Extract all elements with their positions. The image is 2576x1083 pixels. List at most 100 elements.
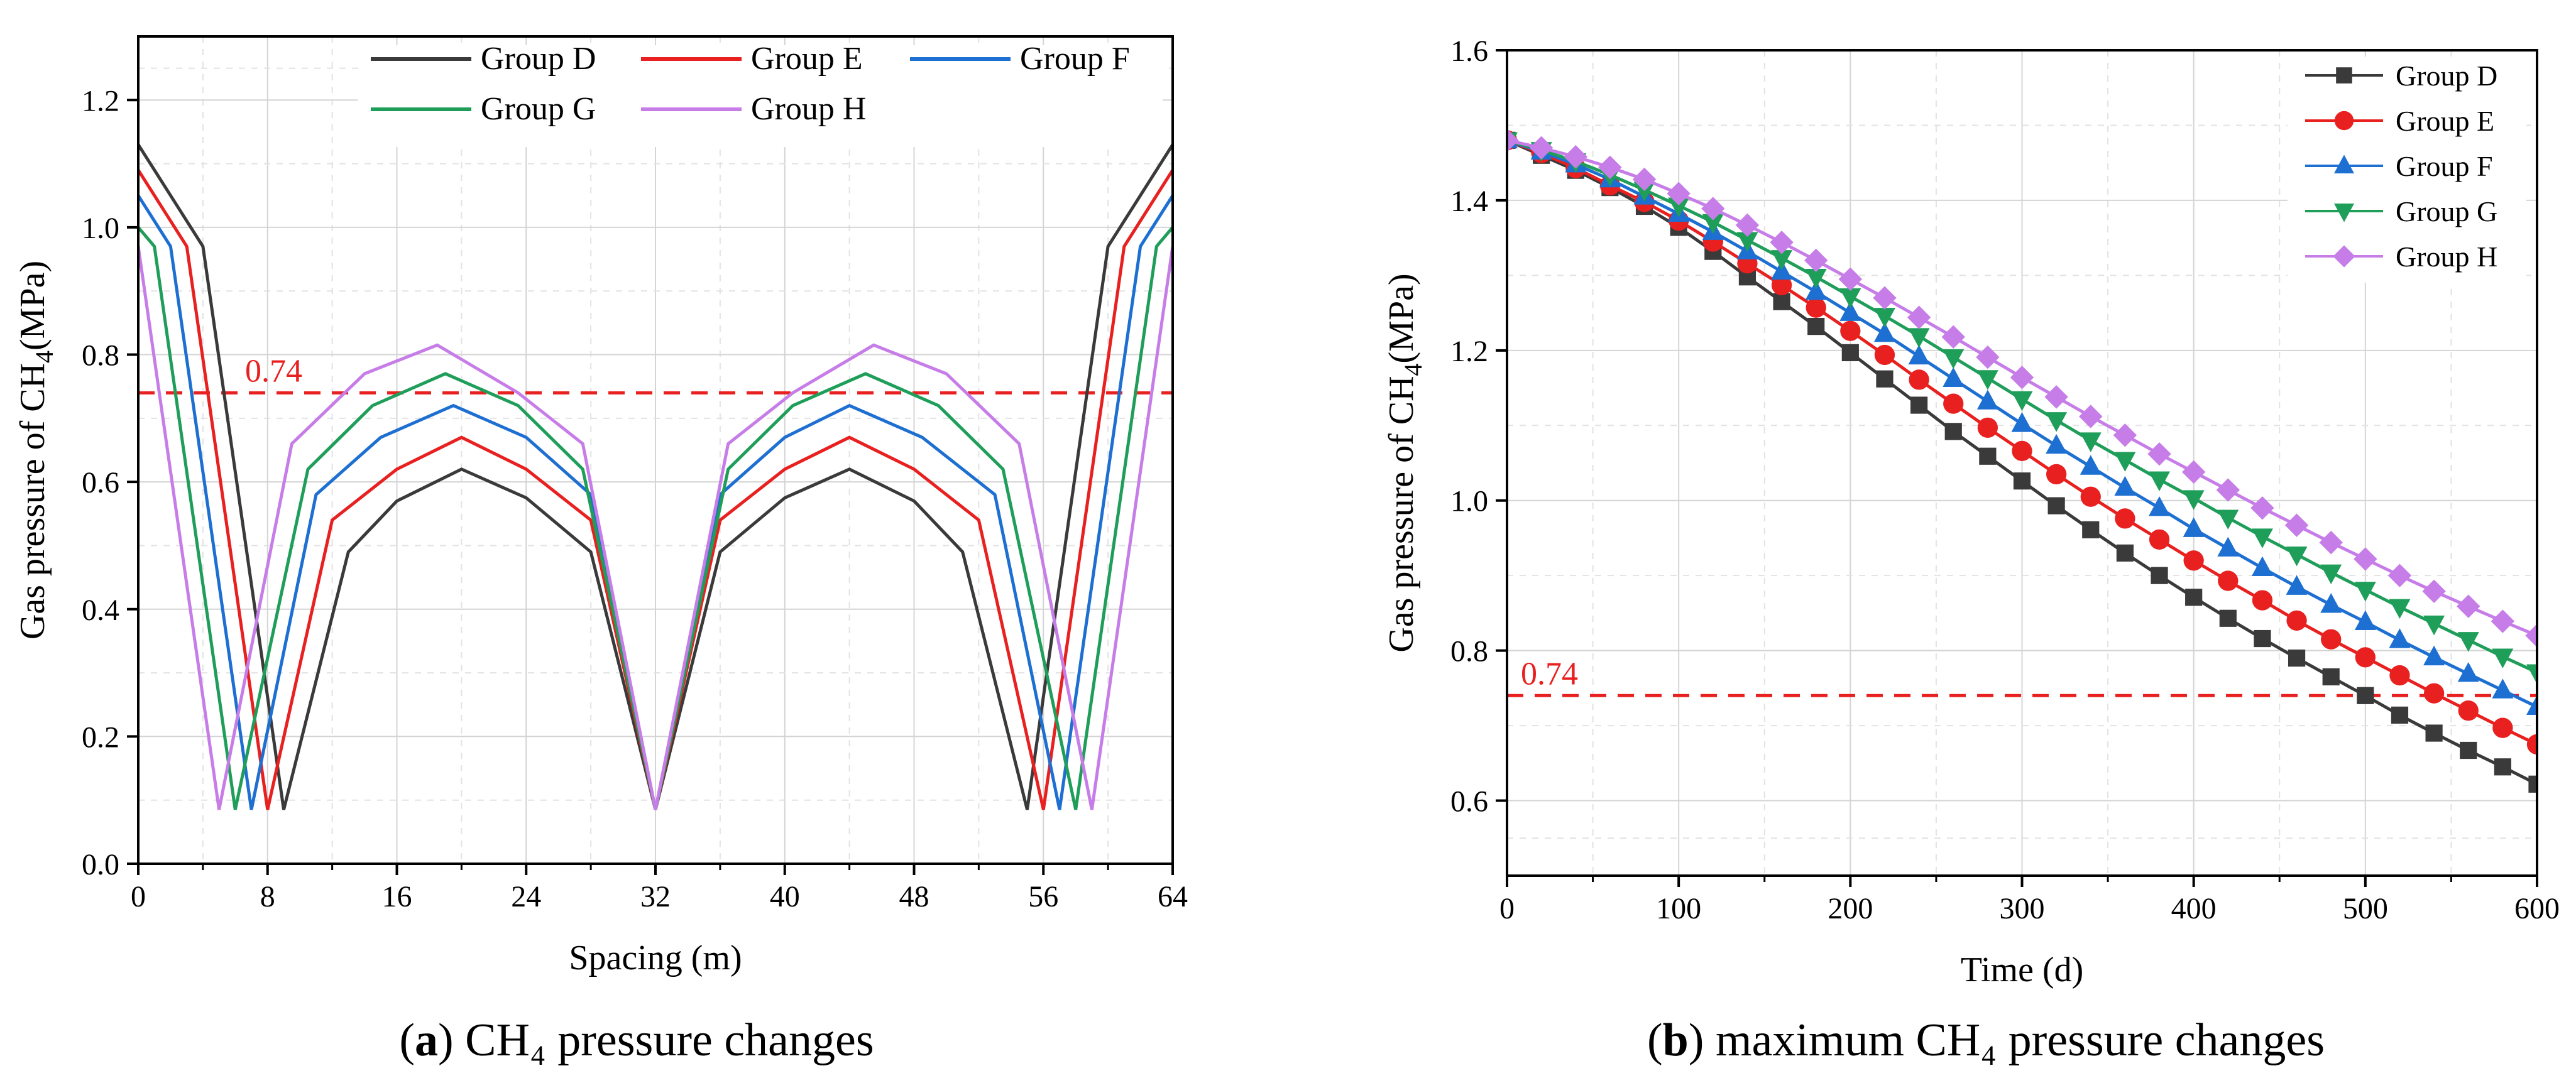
point-group-e bbox=[2286, 610, 2307, 631]
chart-a: 0.74 0 8 16 24 32 40 48 56 64 0.0 0.2 0.4 0.6 0.8 1.0 1.… bbox=[13, 35, 1188, 1066]
legend-marker-group-e bbox=[2334, 111, 2354, 131]
y-tick-label: 1.0 bbox=[1450, 485, 1488, 518]
point-group-f bbox=[2423, 645, 2445, 666]
point-group-g bbox=[2149, 471, 2171, 491]
point-group-h bbox=[2422, 579, 2446, 603]
point-group-e bbox=[2458, 700, 2479, 721]
point-group-h bbox=[1564, 144, 1587, 169]
legend-marker-group-g bbox=[2334, 204, 2354, 222]
point-group-d bbox=[2254, 629, 2271, 648]
point-group-h bbox=[1701, 197, 1725, 220]
point-group-e bbox=[2012, 440, 2032, 462]
point-group-f bbox=[1873, 322, 1895, 342]
point-group-g bbox=[2320, 564, 2342, 585]
legend-label-group-f: Group F bbox=[2396, 150, 2493, 182]
legend-marker-group-f bbox=[2334, 155, 2354, 173]
point-group-d bbox=[2082, 521, 2100, 538]
x-tick-label: 8 bbox=[260, 880, 275, 913]
x-tick-label: 500 bbox=[2343, 892, 2388, 925]
point-group-g bbox=[2217, 509, 2239, 530]
threshold-label: 0.74 bbox=[245, 353, 302, 389]
point-group-f bbox=[2080, 455, 2102, 475]
x-tick-label: 32 bbox=[640, 880, 671, 913]
x-tick-label: 16 bbox=[382, 880, 412, 913]
x-tick-label: 56 bbox=[1028, 880, 1058, 913]
point-group-d bbox=[2047, 497, 2065, 514]
y-tick-label: 1.2 bbox=[1450, 335, 1488, 368]
caption-label: a bbox=[415, 1015, 438, 1066]
point-group-h bbox=[2216, 478, 2240, 502]
point-group-e bbox=[1909, 369, 1929, 390]
point-group-h bbox=[2491, 609, 2515, 633]
point-group-g bbox=[2114, 452, 2136, 472]
point-group-g bbox=[2354, 582, 2376, 602]
point-group-g bbox=[1976, 370, 1998, 390]
point-group-h bbox=[1529, 136, 1554, 160]
y-axis-label-main: Gas pressure of CH bbox=[13, 363, 52, 639]
x-tick-label: 0 bbox=[1499, 892, 1515, 925]
point-group-g bbox=[1771, 250, 1793, 270]
chart-b: 0.74 0 100 200 300 400 500 600 0.6 0.8 1.0 1.2 1.4 1.… bbox=[1382, 35, 2560, 1066]
point-group-g bbox=[1873, 308, 1895, 328]
point-group-g bbox=[1736, 232, 1758, 252]
legend-label-group-d: Group D bbox=[2396, 60, 2497, 92]
point-group-e bbox=[1874, 344, 1895, 366]
y-axis-label-sub: 4 bbox=[1399, 363, 1427, 376]
point-group-d bbox=[1841, 344, 1859, 362]
point-group-e bbox=[2046, 464, 2067, 485]
series-group bbox=[1507, 128, 2537, 793]
y-tick-label: 1.2 bbox=[82, 84, 119, 117]
point-group-d bbox=[2116, 544, 2134, 562]
legend-label-group-h: Group H bbox=[2396, 241, 2497, 273]
point-group-h bbox=[2044, 385, 2068, 409]
legend-bg bbox=[2288, 57, 2526, 283]
point-group-g bbox=[1805, 269, 1827, 289]
point-group-h bbox=[2354, 547, 2377, 571]
point-group-d bbox=[1910, 396, 1928, 414]
point-group-e bbox=[2321, 629, 2342, 650]
point-group-e bbox=[2149, 529, 2170, 550]
point-group-g bbox=[2526, 664, 2537, 684]
y-tick-label: 0.8 bbox=[1450, 635, 1488, 668]
caption-label: b bbox=[1663, 1015, 1689, 1066]
legend-marker-group-h bbox=[2333, 245, 2355, 268]
point-group-f bbox=[2286, 575, 2308, 595]
x-tick-label: 600 bbox=[2514, 892, 2560, 925]
point-group-g bbox=[2183, 490, 2205, 510]
point-group-h bbox=[1598, 155, 1622, 180]
point-group-h bbox=[1976, 345, 2000, 369]
point-group-f bbox=[2492, 678, 2514, 699]
x-tick-label: 48 bbox=[899, 880, 929, 913]
point-group-e bbox=[2526, 734, 2537, 755]
legend-marker-group-d bbox=[2336, 67, 2352, 84]
y-tick-label: 1.0 bbox=[82, 212, 119, 245]
point-group-e bbox=[2423, 683, 2445, 704]
caption-close: ) bbox=[438, 1015, 454, 1066]
point-group-h bbox=[2319, 530, 2343, 555]
x-tick-label: 100 bbox=[1656, 892, 1701, 925]
point-group-d bbox=[1807, 317, 1825, 335]
point-group-e bbox=[2492, 717, 2513, 738]
point-group-f bbox=[1943, 367, 1965, 387]
point-group-e bbox=[1977, 417, 1998, 438]
caption-text: maximum CH₄ pressure changes bbox=[1704, 1015, 2325, 1066]
point-group-h bbox=[1770, 231, 1794, 254]
point-group-g bbox=[1702, 214, 1724, 234]
point-group-e bbox=[1806, 297, 1826, 318]
point-group-d bbox=[2013, 472, 2031, 490]
point-group-h bbox=[1507, 128, 1519, 153]
point-group-g bbox=[2011, 391, 2033, 411]
legend-label-group-g: Group G bbox=[2396, 195, 2497, 227]
point-group-f bbox=[1908, 344, 1930, 365]
x-axis-label: Time (d) bbox=[1961, 950, 2084, 989]
point-group-g bbox=[2286, 546, 2308, 567]
y-tick-label: 1.4 bbox=[1450, 185, 1488, 218]
point-group-e bbox=[2080, 486, 2101, 507]
point-group-f bbox=[2114, 476, 2136, 496]
point-group-f bbox=[2526, 695, 2537, 715]
legend-label-group-d: Group D bbox=[481, 41, 596, 77]
point-group-e bbox=[2355, 647, 2376, 668]
point-group-g bbox=[1908, 328, 1930, 348]
x-tick-label: 40 bbox=[770, 880, 800, 913]
